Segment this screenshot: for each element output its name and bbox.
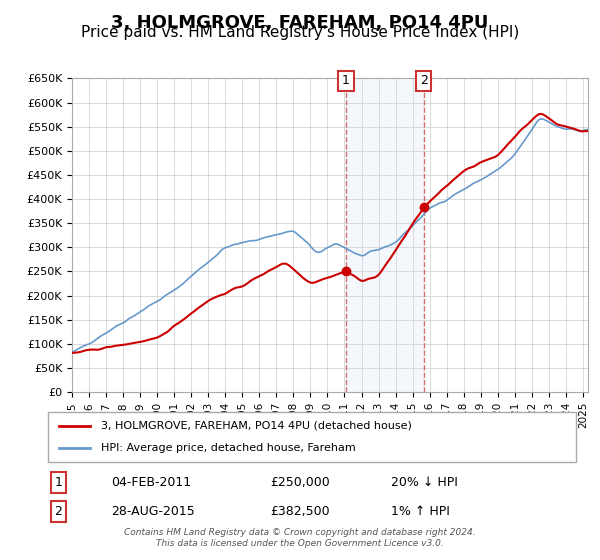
Text: Contains HM Land Registry data © Crown copyright and database right 2024.
This d: Contains HM Land Registry data © Crown c… bbox=[124, 528, 476, 548]
Point bbox=[419, 203, 428, 212]
Point bbox=[341, 267, 351, 276]
Text: 04-FEB-2011: 04-FEB-2011 bbox=[112, 476, 191, 489]
Text: £382,500: £382,500 bbox=[270, 505, 329, 518]
Text: 28-AUG-2015: 28-AUG-2015 bbox=[112, 505, 195, 518]
Text: 2: 2 bbox=[55, 505, 62, 518]
Text: Price paid vs. HM Land Registry's House Price Index (HPI): Price paid vs. HM Land Registry's House … bbox=[81, 25, 519, 40]
Text: 1: 1 bbox=[55, 476, 62, 489]
Text: 20% ↓ HPI: 20% ↓ HPI bbox=[391, 476, 458, 489]
FancyBboxPatch shape bbox=[48, 412, 576, 462]
Text: 1% ↑ HPI: 1% ↑ HPI bbox=[391, 505, 450, 518]
Bar bbox=[346, 78, 424, 392]
Text: 3, HOLMGROVE, FAREHAM, PO14 4PU (detached house): 3, HOLMGROVE, FAREHAM, PO14 4PU (detache… bbox=[101, 421, 412, 431]
Text: £250,000: £250,000 bbox=[270, 476, 329, 489]
Text: 1: 1 bbox=[342, 74, 350, 87]
Text: 3, HOLMGROVE, FAREHAM, PO14 4PU: 3, HOLMGROVE, FAREHAM, PO14 4PU bbox=[112, 14, 488, 32]
Text: 2: 2 bbox=[420, 74, 428, 87]
Text: HPI: Average price, detached house, Fareham: HPI: Average price, detached house, Fare… bbox=[101, 443, 356, 453]
